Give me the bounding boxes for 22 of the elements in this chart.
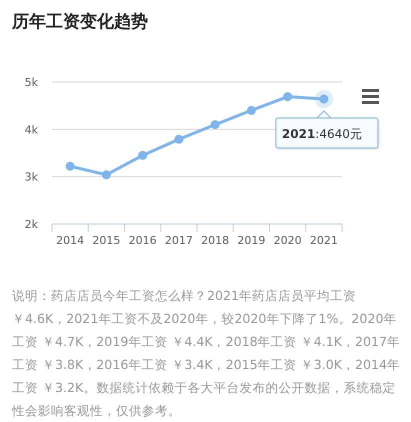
y-tick-label: 2k bbox=[24, 218, 39, 231]
x-tick-label: 2019 bbox=[237, 234, 266, 247]
y-tick-label: 3k bbox=[24, 170, 39, 184]
point bbox=[283, 92, 292, 102]
annotation: 2021:4640元 bbox=[282, 127, 362, 142]
point bbox=[174, 134, 184, 144]
x-tick-label: 2015 bbox=[92, 234, 120, 247]
x-tick-label: 2016 bbox=[128, 234, 157, 247]
point bbox=[102, 170, 111, 180]
point bbox=[66, 162, 75, 171]
x-tick-label: 2014 bbox=[56, 234, 84, 247]
y-tick-label: 5k bbox=[24, 76, 39, 89]
point bbox=[246, 106, 256, 115]
x-tick-label: 2020 bbox=[274, 234, 302, 247]
x-tick-label: 2021 bbox=[310, 234, 338, 247]
x-tick-label: 2017 bbox=[164, 234, 193, 247]
text: 说明：药店店员今年工资怎么样？2021年药店店员平均工资￥4.6K，2021年工资不及2020年，较2020年下降了1%。2020年工资 ￥4.7K，2019年工资 ￥4.4K，2018年工资 ￥4.1K，2017年工资 ￥3.8K，2016年工资 ￥3.4K，2015年工资 ￥3.0K，2014年工资 ￥3.2K。数据统计依赖于各大平台发布的公开数据，系统稳定性会影响客观性，仅供参考。 bbox=[12, 287, 402, 420]
x-tick-label: 2018 bbox=[201, 234, 230, 247]
point bbox=[138, 150, 148, 160]
point bbox=[210, 120, 220, 130]
y-tick-label: 4k bbox=[24, 123, 39, 136]
chart-title: 历年工资变化趋势 bbox=[12, 11, 148, 33]
